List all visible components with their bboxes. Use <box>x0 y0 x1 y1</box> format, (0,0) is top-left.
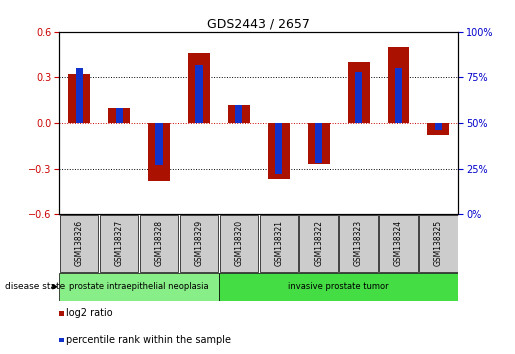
Bar <box>228 105 250 123</box>
Bar <box>380 215 418 272</box>
Text: GSM138326: GSM138326 <box>75 220 83 267</box>
Bar <box>115 108 123 123</box>
Bar <box>76 68 83 123</box>
Title: GDS2443 / 2657: GDS2443 / 2657 <box>208 18 310 31</box>
Bar <box>68 74 90 123</box>
Text: invasive prostate tumor: invasive prostate tumor <box>288 282 389 291</box>
Text: GSM138322: GSM138322 <box>314 221 323 266</box>
Bar <box>339 215 377 272</box>
Bar <box>156 123 163 165</box>
Text: GSM138323: GSM138323 <box>354 220 363 267</box>
Bar <box>148 123 170 181</box>
Bar <box>60 215 98 272</box>
Text: prostate intraepithelial neoplasia: prostate intraepithelial neoplasia <box>69 282 209 291</box>
Text: GSM138329: GSM138329 <box>195 220 203 267</box>
Bar <box>348 62 370 123</box>
Text: disease state: disease state <box>5 282 65 291</box>
Bar <box>300 215 338 272</box>
Text: GSM138324: GSM138324 <box>394 220 403 267</box>
Bar <box>419 215 457 272</box>
Bar <box>195 65 202 123</box>
Bar <box>235 105 243 123</box>
Text: GSM138328: GSM138328 <box>154 221 163 266</box>
Bar <box>387 47 409 123</box>
Bar <box>268 123 290 179</box>
Bar <box>427 123 450 135</box>
Bar <box>108 108 130 123</box>
Text: GSM138325: GSM138325 <box>434 220 443 267</box>
Bar <box>220 215 258 272</box>
Bar <box>180 215 218 272</box>
Bar <box>260 215 298 272</box>
Bar <box>100 215 138 272</box>
Text: GSM138321: GSM138321 <box>274 221 283 266</box>
Text: GSM138320: GSM138320 <box>234 220 243 267</box>
Bar <box>140 215 178 272</box>
Bar <box>395 68 402 123</box>
Bar <box>355 72 362 123</box>
Text: GSM138327: GSM138327 <box>115 220 124 267</box>
Bar <box>315 123 322 163</box>
Bar <box>307 123 330 164</box>
Bar <box>188 53 210 123</box>
Bar <box>435 123 442 130</box>
Text: log2 ratio: log2 ratio <box>66 308 113 318</box>
Bar <box>219 273 458 301</box>
Bar <box>275 123 282 174</box>
Bar <box>59 273 219 301</box>
Text: percentile rank within the sample: percentile rank within the sample <box>66 335 231 345</box>
